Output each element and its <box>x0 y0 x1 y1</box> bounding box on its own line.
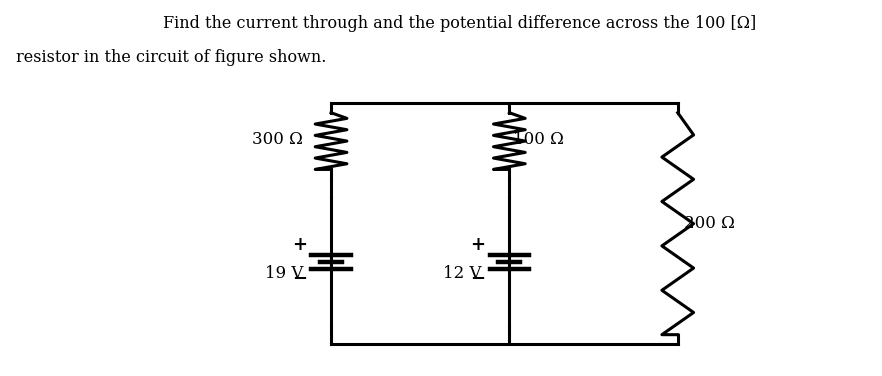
Text: +: + <box>292 236 307 254</box>
Text: 100 Ω: 100 Ω <box>513 130 564 148</box>
Text: 300 Ω: 300 Ω <box>252 130 303 148</box>
Text: 19 V: 19 V <box>265 265 303 282</box>
Text: −: − <box>292 270 307 288</box>
Text: 200 Ω: 200 Ω <box>684 215 735 232</box>
Text: 12 V: 12 V <box>443 265 482 282</box>
Text: resistor in the circuit of figure shown.: resistor in the circuit of figure shown. <box>16 49 326 66</box>
Text: Find the current through and the potential difference across the 100 [Ω]: Find the current through and the potenti… <box>163 15 757 32</box>
Text: −: − <box>470 270 485 288</box>
Text: +: + <box>470 236 485 254</box>
